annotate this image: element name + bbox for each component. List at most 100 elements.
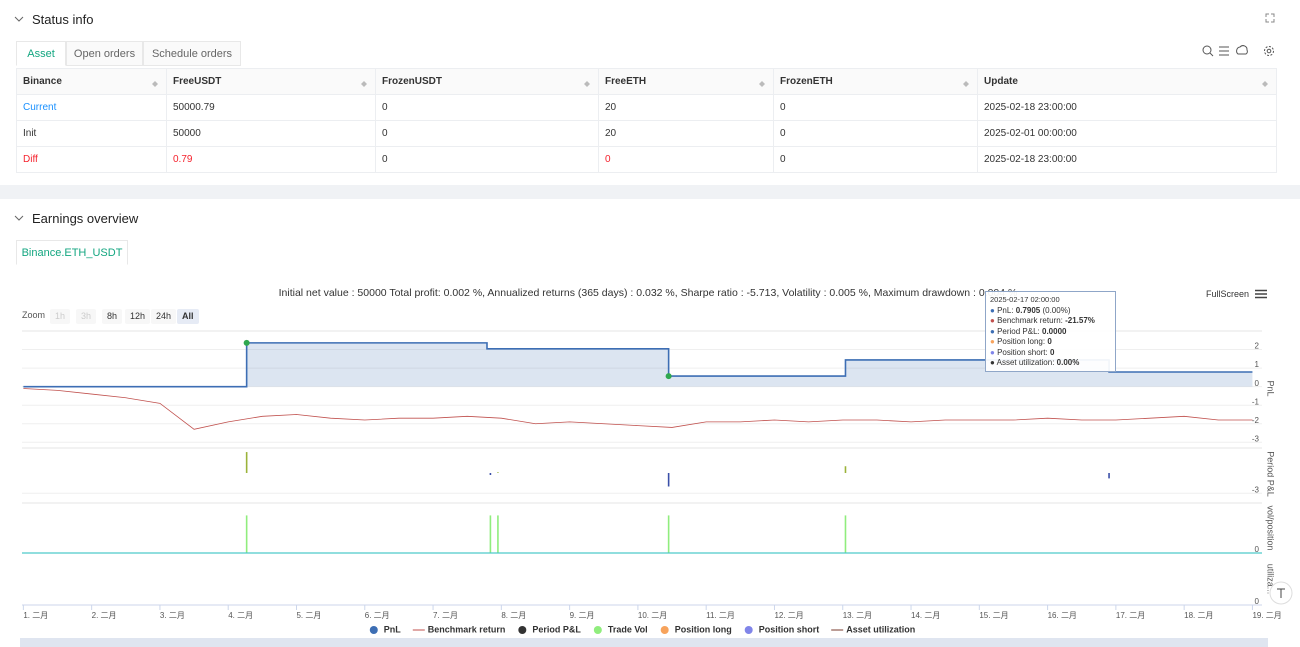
legend-item[interactable]: Asset utilization xyxy=(846,624,915,634)
tooltip-row: ● Position short: 0 xyxy=(990,348,1111,359)
legend: PnL Benchmark return Period P&L Trade Vol Po… xyxy=(369,624,915,634)
column-header[interactable]: FreeUSDT xyxy=(166,68,376,95)
table-cell: 0 xyxy=(598,146,774,173)
table-row: Diff 0.79 0 0 0 2025-02-18 23:00:00 xyxy=(16,146,1277,173)
x-tick-label: 10. 二月 xyxy=(638,611,667,620)
tooltip-value: -21.57% xyxy=(1065,316,1095,325)
legend-symbol xyxy=(369,626,378,634)
section-title: Status info xyxy=(32,12,94,27)
tooltip-dot: ● xyxy=(990,326,998,336)
legend-item[interactable]: Period P&L xyxy=(532,624,581,634)
tooltip-title: 2025-02-17 02:00:00 xyxy=(990,295,1060,304)
toolbar-icons[interactable] xyxy=(1200,44,1280,58)
legend-symbol xyxy=(744,626,753,634)
x-tick-label: 5. 二月 xyxy=(296,611,321,620)
axis-title: Period P&L xyxy=(1266,451,1276,497)
tooltip-row: ● Period P&L: 0.0000 xyxy=(990,327,1111,338)
y-tick-label: -1 xyxy=(1252,397,1260,406)
zoom-label: Zoom xyxy=(22,310,46,320)
pnl-area xyxy=(23,342,1253,387)
tab[interactable]: Binance.ETH_USDT xyxy=(16,240,128,265)
collapse-icon[interactable] xyxy=(14,213,24,223)
zoom-button[interactable]: 3h xyxy=(76,309,97,324)
status-card: Status info Asset Open orders Schedule o… xyxy=(0,0,1300,185)
table-body: Current 50000.79 0 20 0 2025-02-18 23:00:00 In… xyxy=(16,94,1277,173)
axis-title: PnL xyxy=(1266,380,1276,396)
legend-item[interactable]: Position long xyxy=(675,624,732,634)
tab[interactable]: Asset xyxy=(16,41,66,66)
tab[interactable]: Open orders xyxy=(66,41,143,66)
legend-item[interactable]: PnL xyxy=(384,624,402,634)
fullscreen-button[interactable]: FullScreen xyxy=(1206,289,1250,299)
table-cell: Diff xyxy=(16,146,167,173)
column-header[interactable]: Binance xyxy=(16,68,167,95)
collapse-icon[interactable] xyxy=(14,14,24,24)
axis-title: utiliza... xyxy=(1266,564,1276,595)
trade-marker xyxy=(665,373,672,380)
zoom-button[interactable]: 1h xyxy=(50,309,71,324)
table-cell: 0 xyxy=(375,146,599,173)
table-cell: 50000 xyxy=(166,120,376,147)
legend-item[interactable]: Position short xyxy=(759,624,820,634)
x-tick-label: 12. 二月 xyxy=(774,611,803,620)
legend-item[interactable]: Trade Vol xyxy=(608,624,648,634)
tooltip-row: ● Position long: 0 xyxy=(990,337,1111,348)
y-tick-label: 1 xyxy=(1255,360,1260,369)
y-tick-label: 0 xyxy=(1255,545,1260,554)
column-header[interactable]: FrozenUSDT xyxy=(375,68,599,95)
table-cell: 2025-02-01 00:00:00 xyxy=(977,120,1277,147)
x-tick-label: 6. 二月 xyxy=(365,611,390,620)
table-cell: 0 xyxy=(773,120,978,147)
x-tick-label: 17. 二月 xyxy=(1116,611,1145,620)
tooltip-dot: ● xyxy=(990,337,998,346)
legend-symbol xyxy=(518,626,527,634)
tooltip-label: Position short: xyxy=(997,347,1048,357)
x-tick-label: 19. 二月 xyxy=(1252,611,1281,620)
tooltip: 2025-02-17 02:00:00 ● PnL: 0.7905 (0.00%… xyxy=(985,291,1116,372)
trade-marker xyxy=(243,339,250,346)
tooltip-row: ● PnL: 0.7905 (0.00%) xyxy=(990,306,1111,317)
expand-icon[interactable] xyxy=(1265,13,1275,23)
table-cell: 0 xyxy=(773,94,978,121)
table-cell: 2025-02-18 23:00:00 xyxy=(977,94,1277,121)
table-cell: 2025-02-18 23:00:00 xyxy=(977,146,1277,173)
tooltip-value: 0 xyxy=(1047,337,1052,346)
tooltip-dot: ● xyxy=(990,347,998,357)
tooltip-value: 0 xyxy=(1050,347,1055,357)
y-tick-label: 0 xyxy=(1255,379,1260,388)
x-tick-label: 11. 二月 xyxy=(706,611,735,620)
table-cell: 0 xyxy=(773,146,978,173)
tooltip-dot: ● xyxy=(990,358,997,367)
series-line xyxy=(23,388,1253,430)
zoom-button[interactable]: 8h xyxy=(102,309,123,324)
tab[interactable]: Schedule orders xyxy=(143,41,241,66)
navigator[interactable] xyxy=(20,638,1268,647)
x-tick-label: 16. 二月 xyxy=(1048,611,1077,620)
zoom-button[interactable]: All xyxy=(177,309,199,324)
x-tick-label: 1. 二月 xyxy=(23,611,48,620)
tooltip-row: ● Asset utilization: 0.00% xyxy=(990,358,1111,369)
x-tick-label: 14. 二月 xyxy=(911,611,940,620)
table-row: Current 50000.79 0 20 0 2025-02-18 23:00:00 xyxy=(16,94,1277,121)
zoom-button[interactable]: 24h xyxy=(151,309,177,324)
column-header[interactable]: FreeETH xyxy=(598,68,774,95)
header-row: Binance FreeUSDT FrozenUSDT FreeETH FrozenET… xyxy=(16,68,1277,95)
section-title: Earnings overview xyxy=(32,211,139,226)
zoom-button[interactable]: 12h xyxy=(125,309,151,324)
tooltip-label: Benchmark return: xyxy=(997,316,1063,325)
menu-icon[interactable] xyxy=(1255,289,1268,299)
y-tick-label: 0 xyxy=(1255,597,1260,606)
tooltip-dot: ● xyxy=(990,305,998,315)
tooltip-label: PnL: xyxy=(997,305,1014,315)
column-header[interactable]: Update xyxy=(977,68,1277,95)
tooltip-value: 0.0000 xyxy=(1042,326,1067,336)
tooltip-row: ● Benchmark return: -21.57% xyxy=(990,316,1111,327)
x-tick-label: 8. 二月 xyxy=(501,611,526,620)
x-tick-label: 15. 二月 xyxy=(979,611,1008,620)
column-header[interactable]: FrozenETH xyxy=(773,68,978,95)
legend-item[interactable]: Benchmark return xyxy=(428,624,506,634)
tooltip-value: 0.00% xyxy=(1056,358,1080,367)
legend-symbol xyxy=(593,626,602,634)
table-row: Init 50000 0 20 0 2025-02-01 00:00:00 xyxy=(16,120,1277,147)
